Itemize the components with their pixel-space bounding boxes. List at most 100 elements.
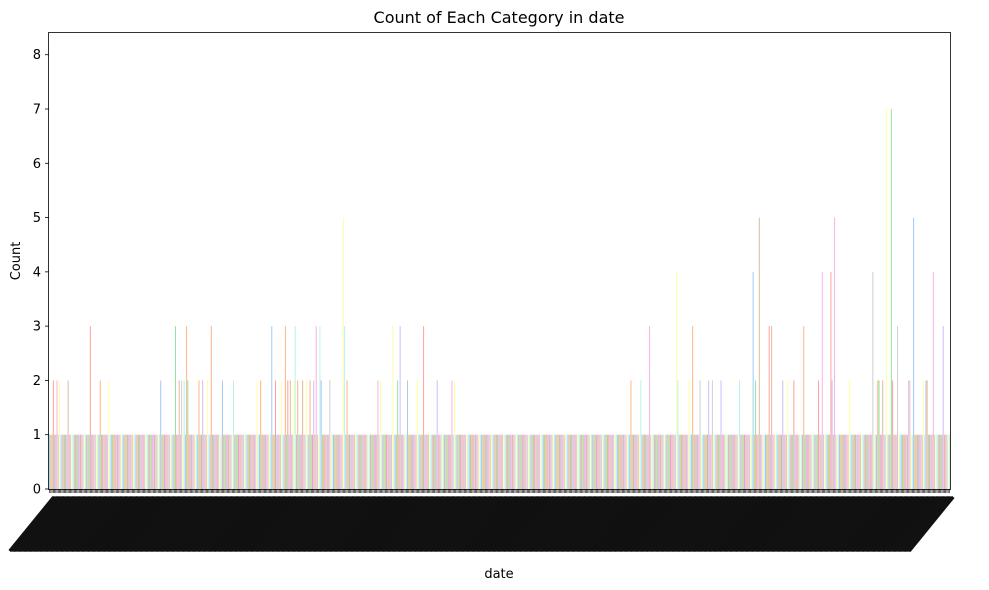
bar [181,380,183,489]
bar [163,434,165,489]
bar [645,434,647,489]
bar [402,434,404,489]
bar [368,434,370,489]
bar [62,434,64,489]
bar [893,434,895,489]
bar [878,380,880,489]
bar [242,434,244,489]
bar [96,434,98,489]
bar [330,434,332,489]
bar [325,434,327,489]
bar [97,434,99,489]
bar [768,326,770,489]
bar [557,434,559,489]
bar [652,434,654,489]
bar [462,434,464,489]
bar [608,434,610,489]
bar [125,434,127,489]
bar [565,434,567,489]
bar [130,434,132,489]
bar [894,434,896,489]
bar [497,434,499,489]
bar [829,434,831,489]
bar [665,434,666,489]
bar [135,434,137,489]
bar [283,434,285,489]
bar [270,434,272,489]
bar [176,434,178,489]
bar [555,434,557,489]
bar [318,434,320,489]
bar [293,380,295,489]
bar [298,434,300,489]
bar [144,434,146,489]
bar [818,380,820,489]
bar [113,434,115,489]
bar [642,434,644,489]
bar [697,434,699,489]
bar [574,434,576,489]
bar [661,434,663,489]
bar [179,434,181,489]
bar [223,434,225,489]
bar [906,434,908,489]
bar [231,434,233,489]
bar [241,434,243,489]
bar [509,434,511,489]
bar [199,434,201,489]
bar [372,434,374,489]
bar [779,434,781,489]
bar [460,434,462,489]
bar [861,434,863,489]
bar [155,434,157,489]
bar [630,380,632,489]
bar [484,434,486,489]
bar [79,434,81,489]
bar [855,434,857,489]
bar [423,326,425,489]
bar [149,434,151,489]
bar [446,434,448,489]
bar [286,434,288,489]
bar [547,434,549,489]
bar [583,434,585,489]
bar [387,434,389,489]
bar [91,434,93,489]
bar [644,434,646,489]
bar [100,434,102,489]
bar [367,434,369,489]
bar [382,434,384,489]
bar [792,434,794,489]
bar [595,434,597,489]
bar [82,434,84,489]
bar [371,434,373,489]
bar [397,380,399,489]
bar [277,434,279,489]
bar [715,434,717,489]
bar [850,434,852,489]
bar [914,434,916,489]
bar [510,434,512,489]
bar [458,434,460,489]
y-axis: 0 1 2 3 4 5 6 7 8 [33,48,49,498]
bar [761,434,763,489]
bar [735,434,737,489]
bar [663,434,665,489]
bar [175,326,177,489]
bar [916,434,918,489]
plot-frame [48,32,951,490]
bar [776,434,778,489]
bar [618,434,620,489]
bar [806,434,808,489]
bar [461,434,463,489]
bar [466,434,468,489]
bar [162,434,164,489]
bar [478,434,480,489]
bar [131,434,133,489]
bar [900,434,902,489]
bar [476,434,478,489]
bar [705,434,707,489]
bar [524,434,526,489]
bar [843,434,845,489]
bar [98,434,100,489]
